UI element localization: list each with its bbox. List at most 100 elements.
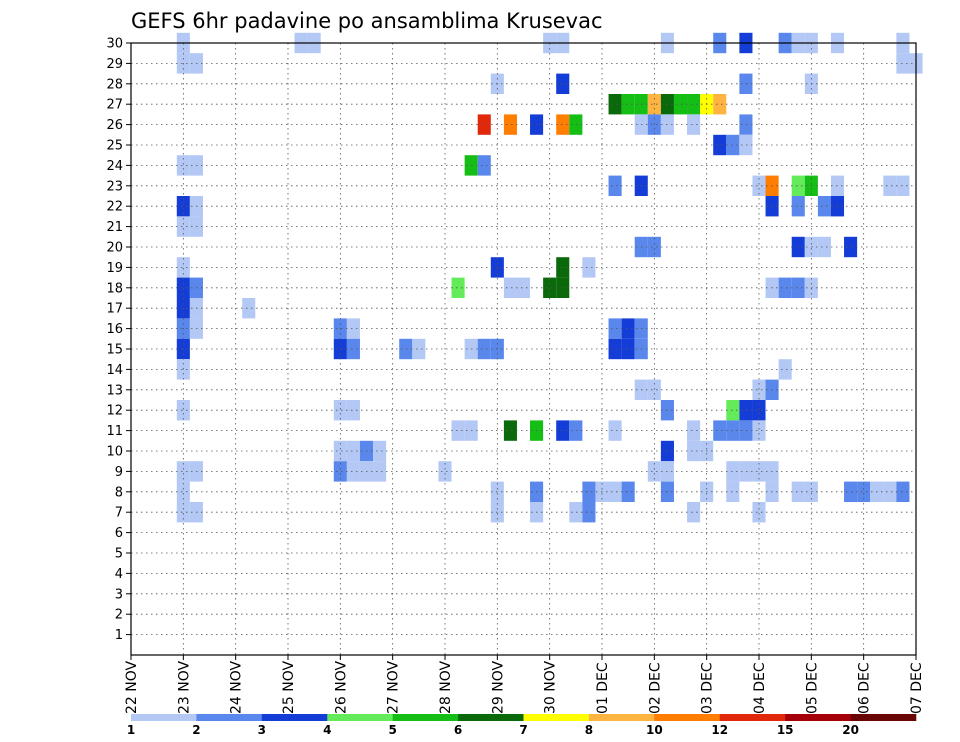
heatmap-cell xyxy=(438,461,452,482)
legend-label: 12 xyxy=(711,723,728,737)
heatmap-cell xyxy=(687,114,701,135)
legend-swatch xyxy=(327,714,393,721)
y-tick-label: 1 xyxy=(115,628,123,643)
heatmap-cell xyxy=(569,502,583,523)
legend-label: 20 xyxy=(842,723,859,737)
x-tick-label: 03 DEC xyxy=(700,662,716,714)
heatmap-cell xyxy=(399,338,413,360)
heatmap-cell xyxy=(451,277,465,298)
y-tick-label: 10 xyxy=(106,445,123,460)
heatmap-cell xyxy=(817,196,831,217)
heatmap-cell xyxy=(373,461,387,482)
heatmap-cell xyxy=(608,481,622,502)
legend-swatch xyxy=(261,714,328,721)
legend-label: 10 xyxy=(646,723,663,737)
y-tick-label: 30 xyxy=(106,37,123,52)
legend-label: 5 xyxy=(388,723,396,737)
x-tick-label: 30 NOV xyxy=(543,660,559,714)
heatmap-cell xyxy=(883,481,897,502)
heatmap-cell xyxy=(791,277,805,298)
heatmap-cell xyxy=(516,277,531,298)
y-tick-label: 24 xyxy=(106,159,123,174)
heatmap-cell xyxy=(569,114,583,135)
y-tick-label: 7 xyxy=(115,506,123,521)
heatmap-cell xyxy=(176,502,190,523)
y-tick-label: 22 xyxy=(106,200,123,215)
x-tick-label: 28 NOV xyxy=(438,660,454,714)
heatmap-cell xyxy=(477,114,491,135)
y-tick-label: 28 xyxy=(106,77,123,92)
y-tick-label: 21 xyxy=(106,220,123,235)
heatmap-cell xyxy=(608,318,622,339)
heatmap-cell xyxy=(713,420,727,441)
heatmap-cell xyxy=(346,461,360,482)
y-tick-label: 12 xyxy=(106,404,123,419)
heatmap-cell xyxy=(621,94,635,115)
plot-frame xyxy=(130,42,917,656)
y-axis-ticks: 1234567891011121314151617181920212223242… xyxy=(106,37,131,643)
heatmap-cell xyxy=(844,481,858,502)
heatmap-cell xyxy=(739,420,753,441)
heatmap-cell xyxy=(556,114,570,135)
legend-label: 3 xyxy=(258,723,266,737)
heatmap-cell xyxy=(687,94,701,115)
heatmap-cell xyxy=(752,461,766,482)
legend-label: 8 xyxy=(585,723,593,737)
heatmap-cell xyxy=(608,420,622,441)
legend-swatch xyxy=(196,714,263,721)
heatmap-cell xyxy=(778,359,792,380)
heatmap-cell xyxy=(346,400,360,421)
heatmap-cell xyxy=(857,481,871,502)
heatmap-cell xyxy=(726,481,740,502)
heatmap-cell xyxy=(346,318,360,339)
heatmap-cell xyxy=(791,196,805,217)
heatmap-cell xyxy=(608,338,622,360)
x-axis-ticks: 22 NOV 23 NOV 24 NOV 25 NOV 26 NOV 27 NOV 28 N… xyxy=(124,655,925,714)
y-tick-label: 14 xyxy=(106,363,123,378)
heatmap-cell xyxy=(726,400,740,421)
heatmap-cell xyxy=(346,440,360,462)
heatmap-cell xyxy=(556,420,570,441)
heatmap-cell xyxy=(503,277,517,298)
legend-label: 15 xyxy=(777,723,794,737)
heatmap-cell xyxy=(176,257,190,278)
heatmap-cell xyxy=(752,420,766,441)
heatmap-cell xyxy=(791,175,805,196)
heatmap-cell xyxy=(176,481,190,502)
y-tick-label: 17 xyxy=(106,302,123,317)
legend-label: 2 xyxy=(192,723,200,737)
heatmap-cell xyxy=(896,175,910,196)
heatmap-cell xyxy=(451,420,465,441)
y-tick-label: 20 xyxy=(106,241,123,256)
heatmap-cell xyxy=(673,94,688,115)
legend-swatch xyxy=(850,714,917,721)
x-tick-label: 25 NOV xyxy=(281,660,297,714)
heatmap-cell xyxy=(739,114,753,135)
heatmap-cell xyxy=(713,94,727,115)
heatmap-cell xyxy=(477,338,491,360)
heatmap-cell xyxy=(582,502,596,523)
legend-swatch xyxy=(654,714,721,721)
heatmap-cell xyxy=(556,73,570,94)
grid-lines xyxy=(131,43,916,655)
heatmap-cell xyxy=(752,379,766,400)
heatmap-cell xyxy=(242,298,256,319)
legend-swatch xyxy=(131,714,197,721)
heatmap-cell xyxy=(739,400,753,421)
heatmap-cell xyxy=(896,481,910,502)
heatmap-cell xyxy=(569,420,583,441)
heatmap-cell xyxy=(373,440,387,462)
legend-swatch xyxy=(523,714,590,721)
y-tick-label: 16 xyxy=(106,322,123,337)
heatmap-cell xyxy=(752,175,766,196)
heatmap-cell xyxy=(608,175,622,196)
heatmap-cell xyxy=(543,277,557,298)
y-tick-label: 3 xyxy=(115,587,123,602)
heatmap-cell xyxy=(896,53,910,74)
y-tick-label: 4 xyxy=(115,567,123,582)
y-tick-label: 19 xyxy=(106,261,123,276)
legend-label: 4 xyxy=(323,723,331,737)
heatmap-cell xyxy=(176,216,190,237)
heatmap-cell xyxy=(739,73,753,94)
